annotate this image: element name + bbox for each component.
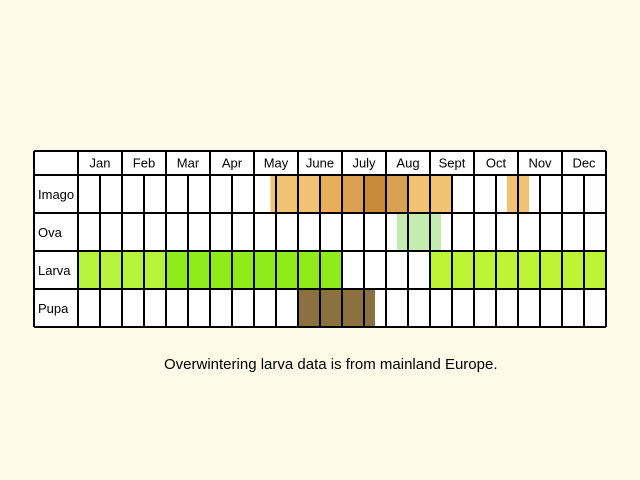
footnote: Overwintering larva data is from mainlan…: [164, 356, 498, 373]
stage-label: Larva: [38, 263, 71, 278]
block-imago-4: [386, 175, 408, 213]
block-imago-2: [342, 175, 364, 213]
stage-label: Imago: [38, 187, 74, 202]
month-label: Aug: [396, 156, 419, 171]
block-imago-0: [270, 175, 320, 213]
month-label: July: [352, 156, 376, 171]
stage-label: Pupa: [38, 301, 69, 316]
month-label: Feb: [133, 156, 155, 171]
month-label: June: [306, 156, 334, 171]
block-imago-1: [320, 175, 342, 213]
month-label: Nov: [528, 156, 552, 171]
month-label: Jan: [90, 156, 111, 171]
block-ova-0: [397, 213, 441, 251]
month-label: May: [264, 156, 289, 171]
month-label: Sept: [439, 156, 466, 171]
block-imago-3: [364, 175, 386, 213]
month-label: Oct: [486, 156, 507, 171]
month-label: Dec: [572, 156, 596, 171]
month-label: Mar: [177, 156, 200, 171]
stage-label: Ova: [38, 225, 63, 240]
block-pupa-0: [298, 289, 375, 327]
month-label: Apr: [222, 156, 243, 171]
